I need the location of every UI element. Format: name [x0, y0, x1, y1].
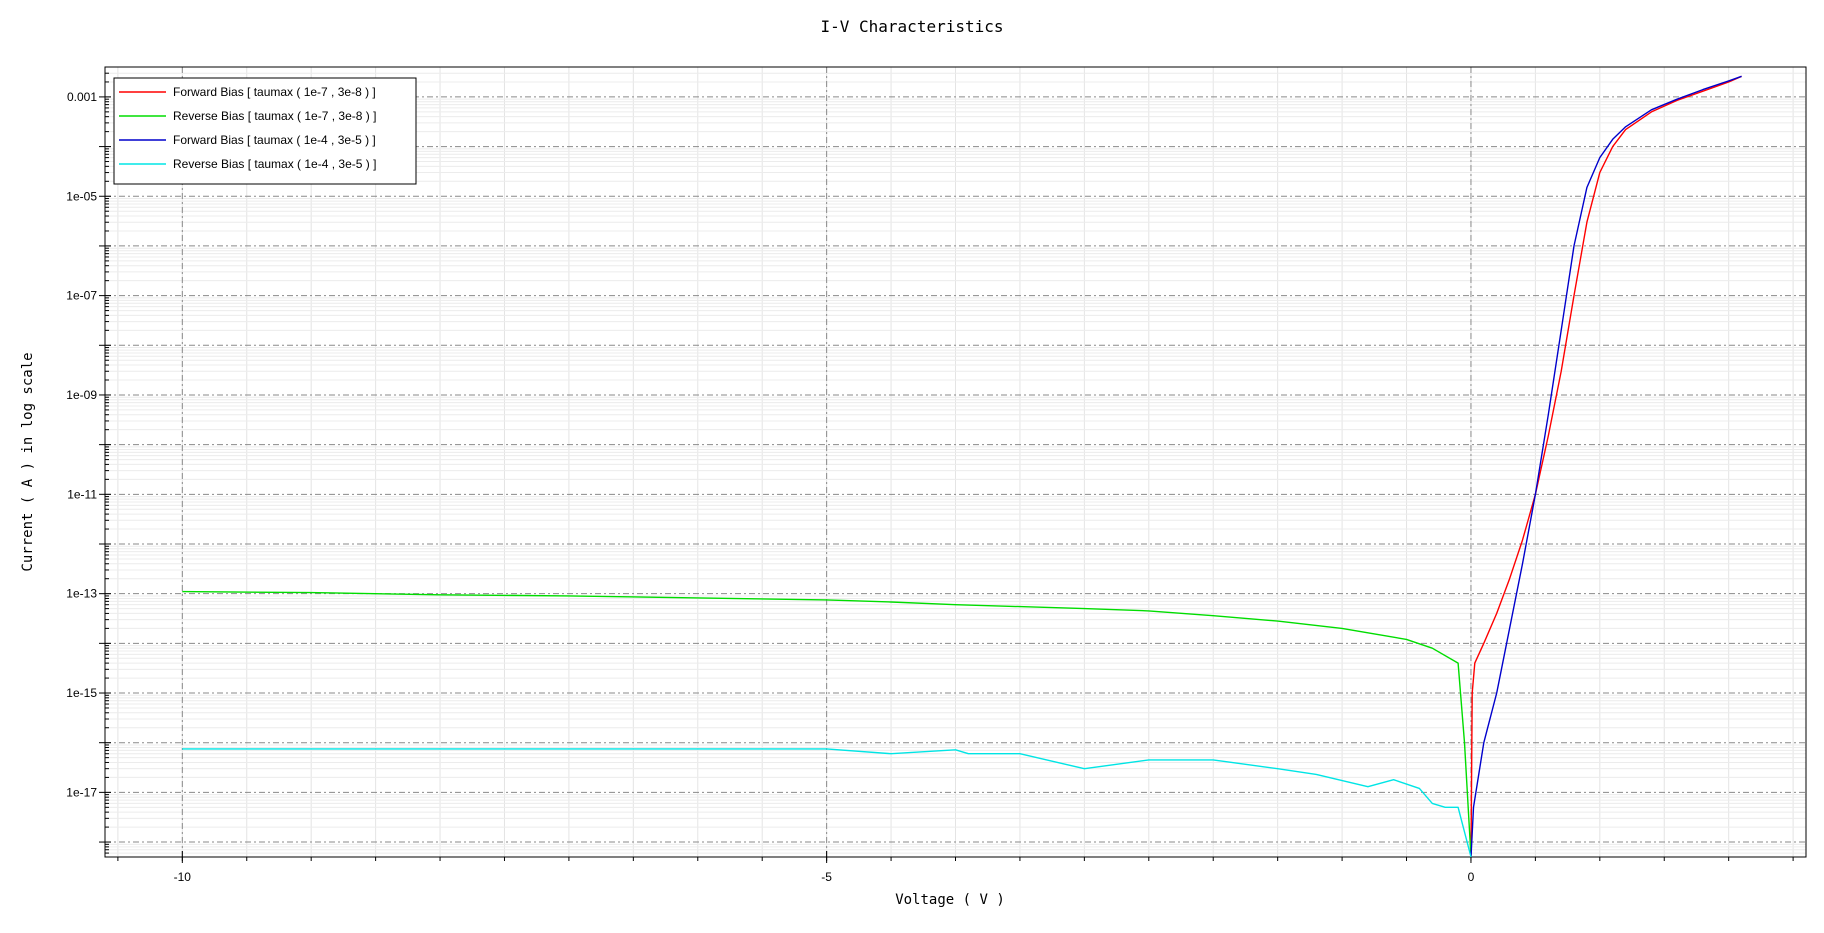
legend-box [113, 77, 417, 185]
axis-ticks [99, 66, 1794, 863]
y-tick-label: 1e-11 [67, 487, 97, 501]
legend-label: Reverse Bias [ taumax ( 1e-7 , 3e-8 ) ] [173, 109, 376, 123]
series-line-4 [182, 748, 1472, 858]
x-tick-label: -10 [174, 870, 192, 884]
x-tick-labels: -10 -5 0 [174, 870, 1475, 884]
series-layer [182, 75, 1742, 858]
legend-label: Forward Bias [ taumax ( 1e-7 , 3e-8 ) ] [173, 85, 376, 99]
legend: Forward Bias [ taumax ( 1e-7 , 3e-8 ) ] R… [113, 77, 417, 185]
x-tick-label: 0 [1468, 870, 1475, 884]
series-line-3 [1470, 75, 1742, 858]
y-tick-label: 1e-15 [66, 686, 97, 700]
y-tick-label: 1e-17 [66, 785, 97, 799]
y-tick-labels: 0.001 1e-05 1e-07 1e-09 1e-11 1e-13 1e-15 1e-17 [66, 90, 97, 799]
y-tick-label: 0.001 [67, 90, 97, 104]
y-tick-label: 1e-07 [66, 289, 97, 303]
y-tick-label: 1e-13 [66, 587, 97, 601]
chart-title: I-V Characteristics [820, 17, 1003, 36]
legend-label: Reverse Bias [ taumax ( 1e-4 , 3e-5 ) ] [173, 157, 376, 171]
series-line-1 [1470, 75, 1742, 858]
x-tick-label: -5 [821, 870, 832, 884]
x-axis-label: Voltage ( V ) [895, 892, 1005, 908]
y-tick-label: 1e-09 [66, 388, 97, 402]
legend-label: Forward Bias [ taumax ( 1e-4 , 3e-5 ) ] [173, 133, 376, 147]
series-line-2 [182, 590, 1472, 858]
minor-grid [105, 66, 1806, 858]
y-tick-label: 1e-05 [66, 189, 97, 203]
y-axis-label: Current ( A ) in log scale [20, 352, 36, 571]
